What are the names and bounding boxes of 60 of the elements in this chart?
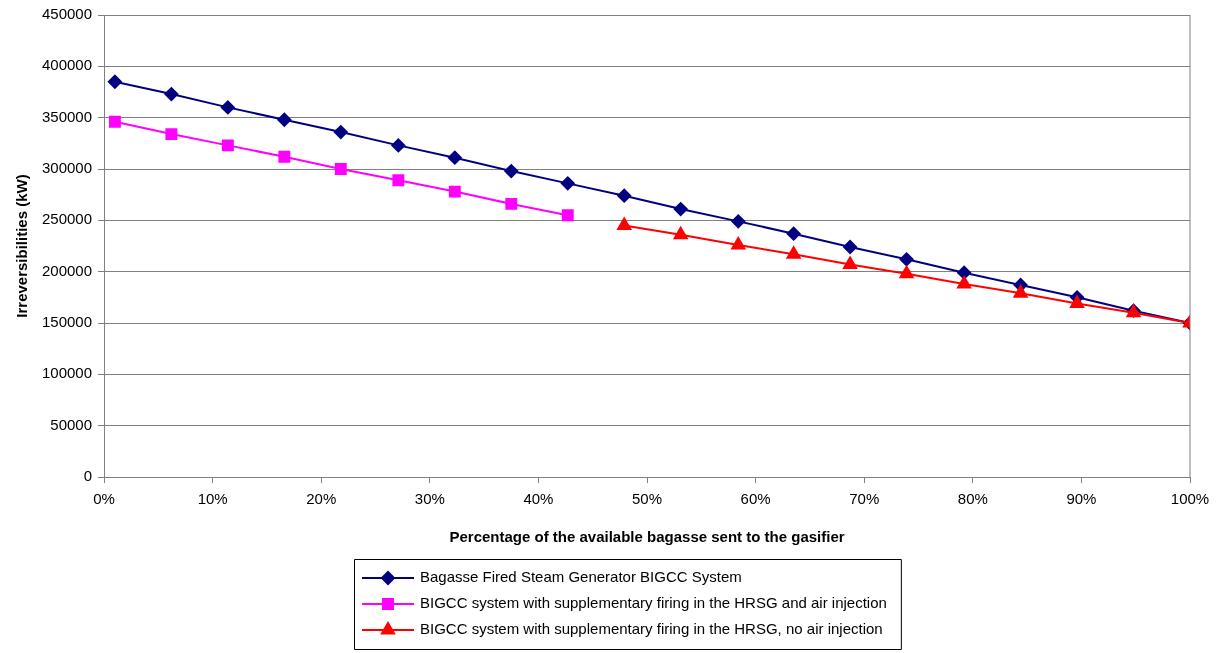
y-tick-label: 450000	[41, 5, 93, 23]
point	[108, 115, 121, 128]
point	[731, 236, 746, 250]
point	[334, 163, 347, 175]
point	[391, 138, 406, 153]
point	[843, 256, 858, 269]
point	[221, 139, 234, 152]
point	[504, 164, 519, 179]
point	[786, 246, 801, 259]
point	[617, 188, 632, 203]
point	[1013, 285, 1028, 298]
point	[561, 209, 574, 222]
legend-label: Bagasse Fired Steam Generator BIGCC System	[420, 568, 742, 586]
y-tick-label: 50000	[50, 415, 93, 433]
x-tick-label: 40%	[523, 490, 554, 508]
x-axis-title: Percentage of the available bagasse sent to the gasifier	[449, 528, 845, 546]
point	[165, 128, 178, 141]
x-tick-label: 90%	[1066, 490, 1097, 508]
point	[220, 100, 235, 115]
point	[617, 217, 632, 230]
y-axis-title: Irreversibilities (kW)	[13, 174, 31, 318]
y-tick-label: 200000	[41, 261, 93, 279]
point	[560, 176, 575, 191]
point	[107, 74, 122, 89]
x-tick-label: 50%	[632, 490, 663, 508]
point	[731, 214, 746, 229]
x-tick-label: 0%	[93, 490, 115, 508]
point	[786, 226, 801, 241]
x-tick-label: 100%	[1170, 490, 1210, 508]
point	[277, 112, 292, 127]
y-tick-label: 250000	[41, 210, 93, 228]
point	[899, 252, 914, 267]
point	[673, 226, 688, 240]
point	[843, 240, 858, 255]
point	[505, 197, 518, 210]
point	[164, 87, 179, 102]
point	[899, 265, 914, 279]
point	[673, 202, 688, 217]
y-tick-label: 100000	[41, 364, 93, 382]
y-tick-label: 150000	[41, 313, 93, 331]
point	[447, 150, 462, 165]
x-tick-label: 30%	[414, 490, 445, 508]
x-tick-label: 80%	[957, 490, 988, 508]
point	[448, 185, 461, 198]
point	[392, 174, 405, 187]
y-tick-label: 350000	[41, 107, 93, 125]
x-tick-label: 70%	[849, 490, 880, 508]
point	[1070, 295, 1085, 308]
y-tick-label: 0	[83, 467, 93, 485]
point	[957, 275, 972, 289]
point	[278, 150, 291, 163]
x-tick-label: 20%	[306, 490, 337, 508]
x-tick-label: 60%	[740, 490, 771, 508]
legend-label: BIGCC system with supplementary firing in the HRSG and air injection	[420, 594, 887, 612]
point	[333, 125, 348, 140]
legend-label: BIGCC system with supplementary firing in the HRSG, no air injection	[420, 620, 883, 638]
x-tick-label: 10%	[197, 490, 228, 508]
y-tick-label: 400000	[41, 56, 93, 74]
y-tick-label: 300000	[41, 159, 93, 177]
point	[957, 265, 972, 280]
